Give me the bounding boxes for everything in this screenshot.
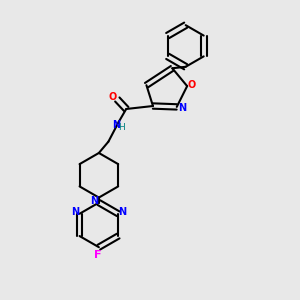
Text: F: F: [94, 250, 101, 260]
Text: N: N: [71, 207, 79, 217]
Text: N: N: [178, 103, 186, 113]
Text: O: O: [109, 92, 117, 101]
Text: H: H: [118, 123, 124, 132]
Text: N: N: [90, 196, 98, 206]
Text: O: O: [188, 80, 196, 90]
Text: N: N: [112, 120, 120, 130]
Text: N: N: [118, 207, 127, 217]
